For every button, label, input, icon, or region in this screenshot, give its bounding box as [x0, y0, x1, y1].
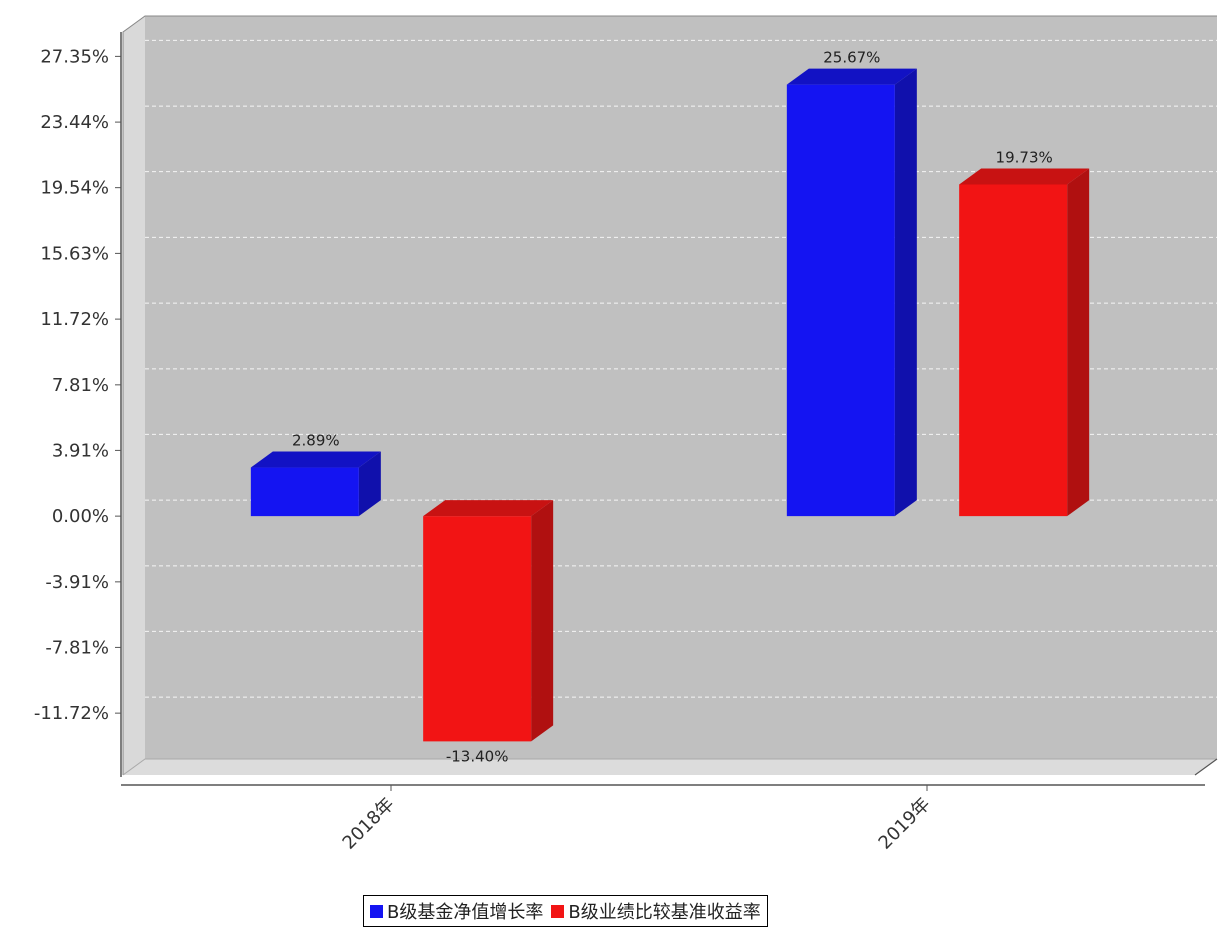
data-label-s1-c1: 19.73%	[996, 148, 1053, 166]
y-tick-label-9: -7.81%	[45, 637, 109, 658]
legend-label-series-1: B级基金净值增长率	[387, 902, 544, 923]
y-tick-label-10: -11.72%	[34, 703, 109, 724]
bar-s0-c1	[786, 84, 895, 517]
data-label-s0-c1: 25.67%	[823, 49, 880, 67]
y-tick-label-6: 3.91%	[52, 440, 109, 461]
data-label-s1-c0: -13.40%	[446, 747, 509, 765]
data-label-s0-c0: 2.89%	[292, 432, 340, 450]
y-tick-label-7: 0.00%	[52, 506, 109, 527]
legend-item-series-2: B级业绩比较基准收益率	[551, 898, 761, 924]
y-tick-label-5: 7.81%	[52, 375, 109, 396]
legend-swatch-series-2	[551, 904, 565, 918]
bar-side-s1-c1	[1067, 168, 1090, 517]
bar-side-s0-c0	[358, 451, 381, 517]
bar-top-s1-c0	[423, 500, 554, 517]
legend: B级基金净值增长率 B级业绩比较基准收益率	[363, 895, 768, 927]
legend-label-series-2: B级业绩比较基准收益率	[568, 902, 761, 923]
plot-back-wall	[145, 16, 1217, 759]
bar-s0-c0	[250, 467, 359, 517]
legend-item-series-1: B级基金净值增长率	[370, 898, 543, 924]
floor-right-edge	[1194, 758, 1218, 776]
plot-left-wall	[123, 16, 145, 775]
bar-top-s1-c1	[959, 168, 1090, 185]
y-tick-label-4: 11.72%	[40, 309, 109, 330]
plot-floor-back-edge	[122, 758, 1217, 776]
bar-s1-c1	[959, 184, 1068, 517]
y-tick-label-8: -3.91%	[45, 572, 109, 593]
y-tick-label-2: 19.54%	[40, 178, 109, 199]
x-tick-label-0: 2018年	[339, 794, 399, 854]
y-tick-label-0: 27.35%	[40, 46, 109, 67]
plot-floor	[123, 759, 1217, 775]
y-tick-label-1: 23.44%	[40, 112, 109, 133]
legend-swatch-series-1	[370, 904, 383, 918]
x-tick-label-1: 2019年	[875, 794, 935, 854]
bar-side-s1-c0	[531, 500, 554, 742]
bar-top-s0-c1	[786, 68, 917, 85]
bar-top-s0-c0	[250, 451, 381, 468]
bar-s1-c0	[423, 516, 532, 742]
plot-wall-outline	[122, 15, 1217, 775]
y-tick-label-3: 15.63%	[40, 243, 109, 264]
bar-side-s0-c1	[894, 68, 917, 517]
